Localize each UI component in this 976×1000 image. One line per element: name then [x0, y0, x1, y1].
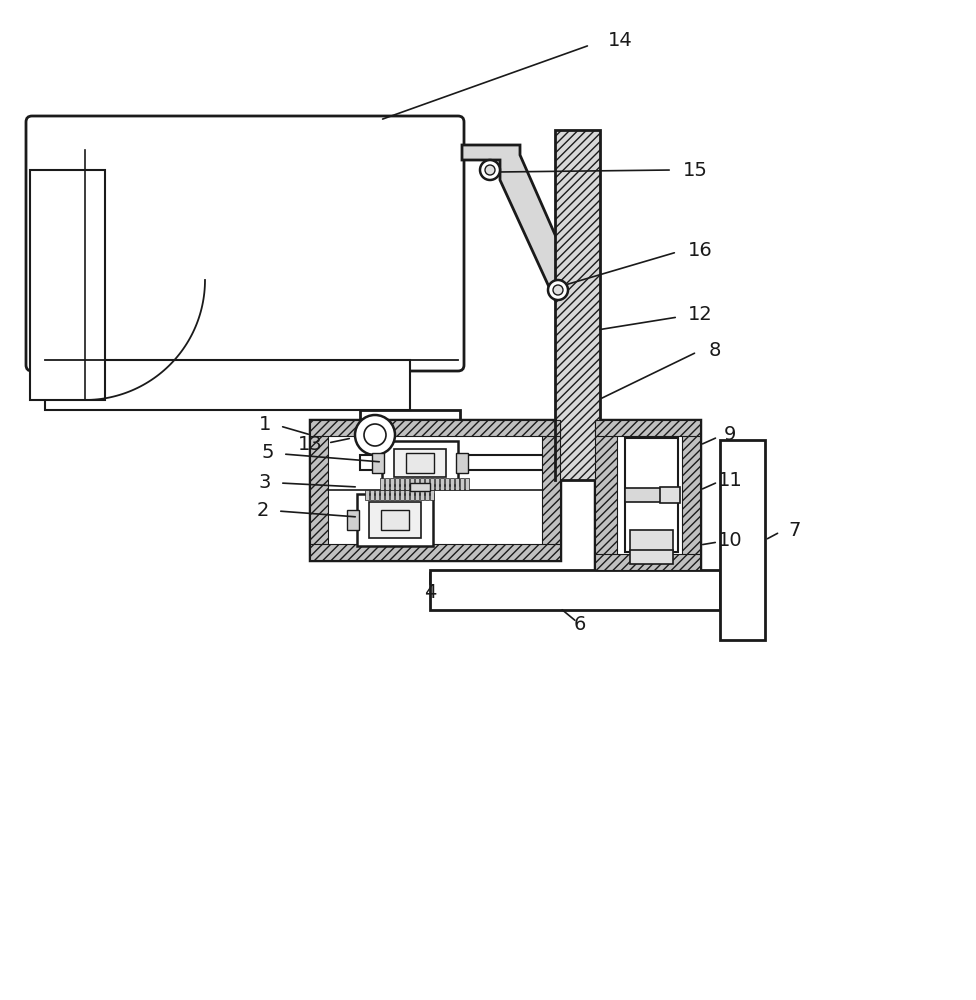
Bar	[425, 478, 429, 490]
Bar	[410, 483, 430, 491]
Bar	[360, 410, 460, 460]
Bar	[357, 494, 433, 546]
Bar	[625, 488, 678, 502]
Bar	[394, 449, 446, 477]
Bar	[555, 130, 600, 480]
Bar	[375, 490, 379, 500]
Bar	[660, 487, 680, 503]
Text: 4: 4	[424, 582, 436, 601]
Circle shape	[364, 424, 386, 446]
Bar	[595, 420, 700, 436]
Circle shape	[485, 165, 495, 175]
Circle shape	[548, 280, 568, 300]
Bar	[381, 510, 409, 530]
Bar	[630, 550, 673, 564]
Text: 9: 9	[724, 426, 736, 444]
Bar	[360, 455, 560, 470]
Bar	[595, 420, 617, 570]
Bar	[347, 510, 359, 530]
Polygon shape	[462, 145, 575, 300]
Bar	[370, 490, 374, 500]
Bar	[450, 478, 454, 490]
Bar	[385, 490, 389, 500]
Bar	[372, 453, 384, 473]
Bar	[410, 490, 414, 500]
Bar	[310, 420, 560, 436]
Bar	[435, 478, 439, 490]
Bar	[430, 478, 434, 490]
Bar	[542, 420, 560, 560]
Text: 7: 7	[789, 520, 801, 540]
Bar	[395, 478, 399, 490]
Bar	[380, 490, 384, 500]
Text: 2: 2	[257, 500, 269, 520]
Bar	[430, 570, 720, 610]
Circle shape	[355, 415, 395, 455]
Text: 15: 15	[682, 160, 708, 180]
Bar	[45, 360, 410, 410]
Bar	[445, 478, 449, 490]
Bar	[400, 478, 404, 490]
Bar	[406, 453, 434, 473]
FancyBboxPatch shape	[26, 116, 464, 371]
Bar	[456, 453, 468, 473]
Text: 6: 6	[574, 615, 587, 635]
Circle shape	[553, 285, 563, 295]
Bar	[415, 478, 419, 490]
Bar	[405, 478, 409, 490]
Bar	[380, 478, 384, 490]
Text: 3: 3	[259, 473, 271, 491]
Text: 1: 1	[259, 416, 271, 434]
Bar	[395, 490, 399, 500]
Bar	[455, 478, 459, 490]
Bar	[310, 420, 328, 560]
Bar	[682, 420, 700, 570]
Bar	[595, 420, 700, 570]
Bar	[382, 441, 458, 485]
Bar	[430, 490, 434, 500]
Bar	[310, 544, 560, 560]
Bar	[385, 478, 389, 490]
Bar	[415, 490, 419, 500]
Text: 16: 16	[688, 240, 712, 259]
Text: 5: 5	[262, 444, 274, 462]
Bar	[625, 438, 678, 552]
Text: 11: 11	[717, 471, 743, 489]
Bar	[400, 490, 404, 500]
Text: 10: 10	[717, 530, 743, 550]
Bar	[390, 478, 394, 490]
Bar	[310, 420, 560, 560]
Bar	[420, 490, 424, 500]
Text: 13: 13	[298, 436, 322, 454]
Circle shape	[480, 160, 500, 180]
Bar	[595, 554, 700, 570]
Bar	[440, 478, 444, 490]
Bar	[460, 478, 464, 490]
Bar	[390, 490, 394, 500]
Bar	[369, 502, 421, 538]
Bar	[425, 490, 429, 500]
Bar	[465, 478, 469, 490]
Text: 12: 12	[688, 306, 712, 324]
Bar	[365, 490, 369, 500]
Bar	[630, 530, 673, 552]
Bar	[405, 490, 409, 500]
Bar	[420, 478, 424, 490]
Text: 8: 8	[709, 340, 721, 360]
Text: 14: 14	[608, 30, 632, 49]
Bar	[30, 170, 105, 400]
Bar	[410, 478, 414, 490]
Bar	[720, 440, 765, 640]
